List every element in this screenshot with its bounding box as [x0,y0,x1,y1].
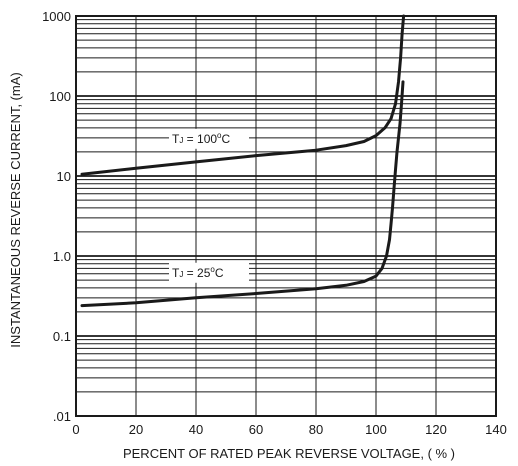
series-label: TJ = 25oC [172,265,224,280]
x-tick-label: 40 [189,422,203,437]
x-tick-label: 80 [309,422,323,437]
y-tick-label: 1000 [42,9,71,24]
series-curves [80,14,406,308]
y-tick-label: 0.1 [53,329,71,344]
series-label-background [169,262,249,283]
y-tick-label: 100 [49,89,71,104]
y-tick-label: 1.0 [53,249,71,264]
x-tick-label: 100 [365,422,387,437]
x-tick-label: 0 [72,422,79,437]
y-axis-title: INSTANTANEOUS REVERSE CURRENT, (mA) [8,72,23,347]
grid-lines [75,15,497,417]
series-line-1 [80,80,405,308]
tick-labels: 0 20 40 60 80 100 120 140 .01 0.1 1.0 10 100 1000 [42,9,507,437]
x-tick-label: 20 [129,422,143,437]
plot-frame [75,15,497,417]
y-tick-label: 10 [57,169,71,184]
series-annotations: TJ = 100oC TJ = 25oC [169,128,249,283]
series-line-0 [80,14,406,176]
series-label-background [169,128,249,149]
x-tick-label: 120 [425,422,447,437]
y-tick-label: .01 [53,409,71,424]
x-tick-label: 140 [485,422,507,437]
x-axis-title: PERCENT OF RATED PEAK REVERSE VOLTAGE, (… [123,446,455,461]
x-tick-label: 60 [249,422,263,437]
series-label: TJ = 100oC [172,131,231,146]
